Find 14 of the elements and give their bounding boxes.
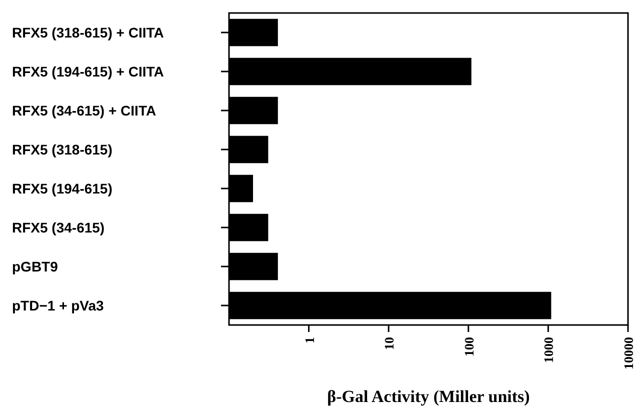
y-tick-label: RFX5 (34-615): [12, 220, 105, 236]
x-tick-label: 10: [382, 337, 397, 350]
y-tick-label: RFX5 (34-615) + CIITA: [12, 102, 156, 118]
y-tick-label: RFX5 (194-615): [12, 180, 112, 196]
x-tick-label: 1: [302, 337, 317, 344]
x-tick-label: 1000: [541, 337, 556, 363]
x-axis-title: β-Gal Activity (Miller units): [327, 387, 530, 406]
y-tick-label: pTD−1 + pVa3: [12, 298, 104, 314]
y-tick-label: pGBT9: [12, 258, 58, 274]
y-tick-label: RFX5 (194-615) + CIITA: [12, 64, 164, 80]
x-tick-label: 100: [461, 337, 476, 356]
y-tick-label: RFX5 (318-615) + CIITA: [12, 24, 164, 40]
x-tick-label: 10000: [621, 337, 635, 370]
y-tick-label: RFX5 (318-615): [12, 142, 112, 158]
